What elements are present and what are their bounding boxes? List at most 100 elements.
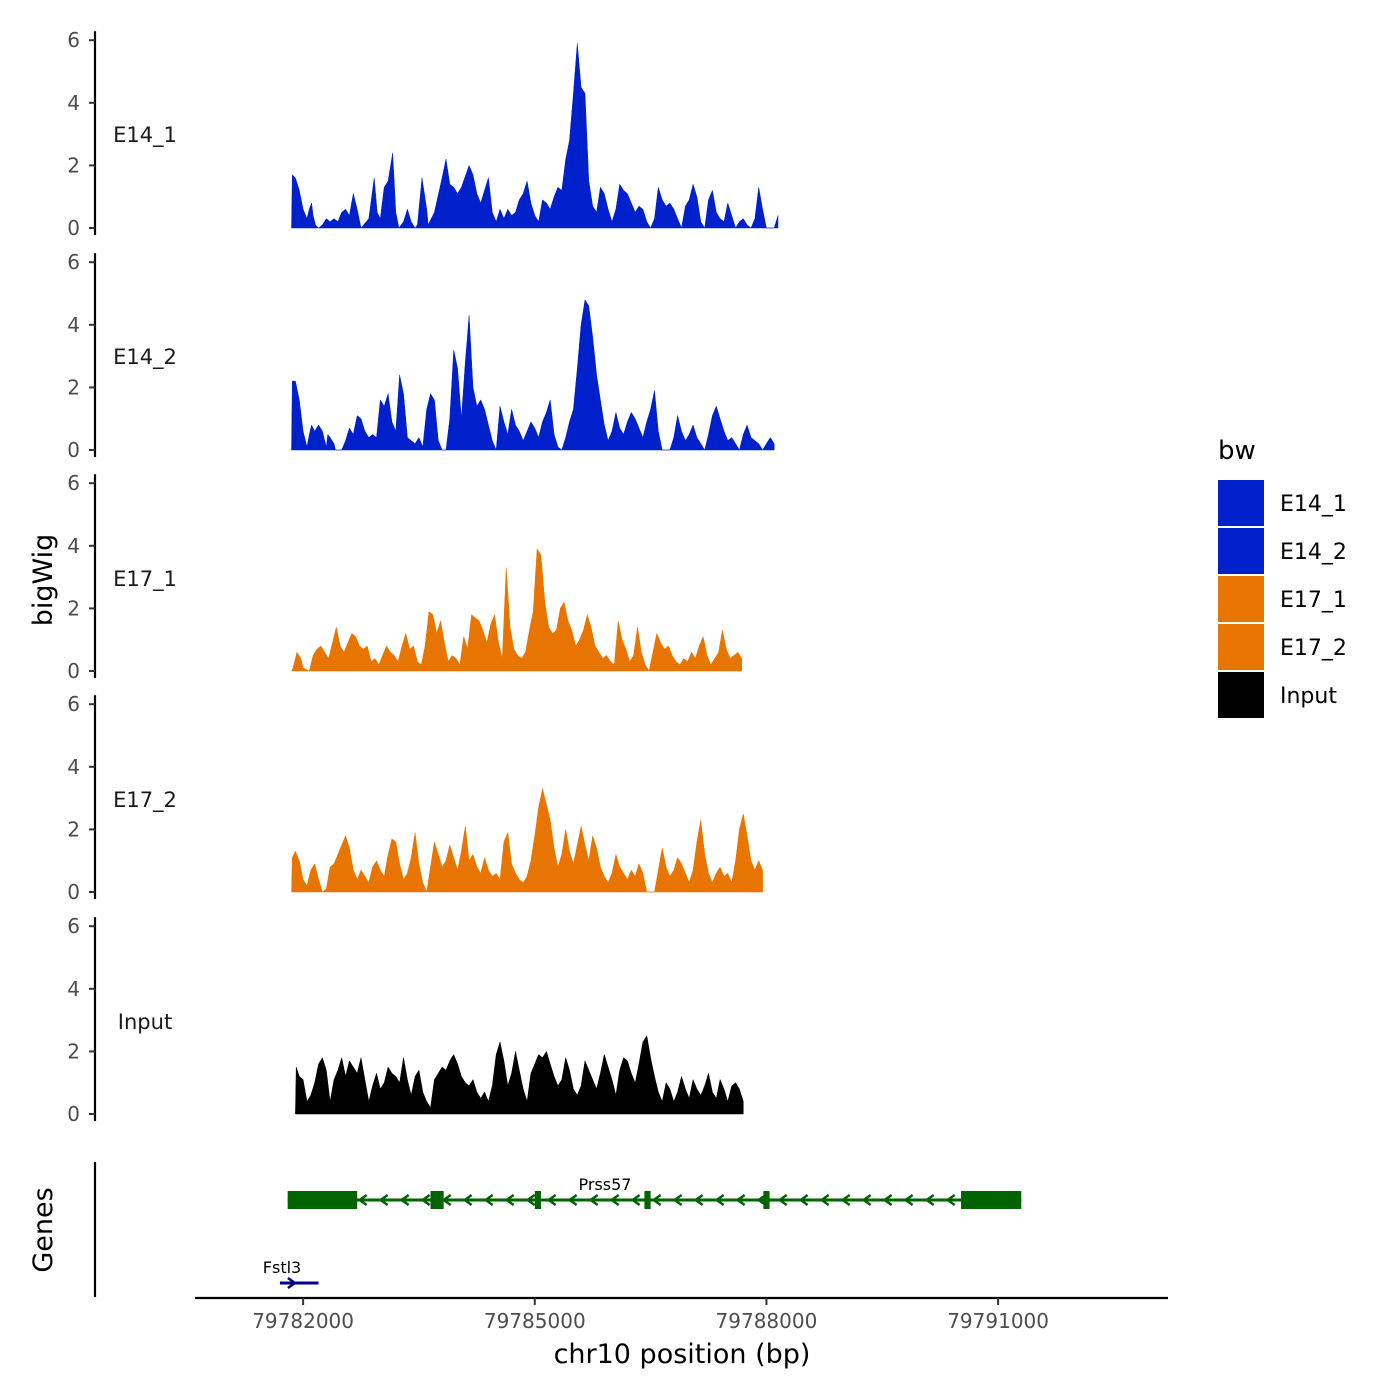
exon (534, 1191, 541, 1209)
coverage-area-e14-2 (291, 299, 775, 451)
y-tick-label: 2 (67, 153, 80, 177)
y-tick-label: 0 (67, 659, 80, 683)
strand-chevron (777, 1193, 788, 1207)
y-tick-label: 6 (67, 692, 80, 716)
x-tick-label: 79785000 (484, 1309, 586, 1333)
strand-chevron (567, 1193, 578, 1207)
y-tick-label: 4 (67, 534, 80, 558)
x-tick-label: 79791000 (947, 1309, 1049, 1333)
y-tick-label: 4 (67, 755, 80, 779)
strand-chevron (735, 1193, 746, 1207)
legend-item: Input (1218, 672, 1337, 718)
x-tick-label: 79782000 (252, 1309, 354, 1333)
strand-chevron (903, 1193, 914, 1207)
legend-label: E14_1 (1280, 492, 1347, 517)
track-e14-1: 0 2 4 6 E14_1 (67, 28, 779, 240)
y-tick-label: 2 (67, 817, 80, 841)
strand-chevron (420, 1193, 431, 1207)
coverage-area-e17-1 (291, 548, 742, 672)
track-e17-2: 0 2 4 6 E17_2 (67, 692, 763, 904)
strand-chevron (861, 1193, 872, 1207)
strand-chevron (378, 1193, 389, 1207)
strand-chevron (504, 1193, 515, 1207)
strand-chevron (756, 1193, 767, 1207)
strand-chevron (840, 1193, 851, 1207)
track-e17-1: 0 2 4 6 E17_1 (67, 471, 742, 683)
y-tick-label: 4 (67, 91, 80, 115)
x-axis-title: chr10 position (bp) (554, 1339, 811, 1370)
gene-prss57: Prss57 (287, 1175, 1022, 1209)
exon (763, 1191, 770, 1209)
strand-chevron (693, 1193, 704, 1207)
strand-chevron (546, 1193, 557, 1207)
strand-chevron (819, 1193, 830, 1207)
strand-chevron (441, 1193, 452, 1207)
legend-item: E14_2 (1218, 528, 1347, 574)
strand-chevron (924, 1193, 935, 1207)
legend-swatch (1218, 672, 1264, 718)
gene-label: Prss57 (579, 1175, 632, 1194)
y-tick-label: 6 (67, 250, 80, 274)
y-tick-label: 0 (67, 438, 80, 462)
exon (961, 1191, 1022, 1209)
y-tick-label: 6 (67, 914, 80, 938)
coverage-area-e17-2 (291, 788, 763, 893)
strand-chevron (588, 1193, 599, 1207)
strand-chevron (483, 1193, 494, 1207)
strand-chevron (798, 1193, 809, 1207)
strand-chevron (672, 1193, 683, 1207)
coverage-area-input (295, 1035, 744, 1115)
y-tick-label: 4 (67, 977, 80, 1001)
y-tick-label: 0 (67, 216, 80, 240)
coverage-area-e14-1 (291, 43, 779, 229)
track-label: Input (118, 1010, 172, 1034)
track-label: E17_2 (113, 788, 177, 813)
genes-axis-title: Genes (28, 1187, 59, 1272)
legend-items: E14_1 E14_2 E17_1 E17_2 Input (1218, 480, 1347, 718)
strand-chevron (630, 1193, 641, 1207)
legend: bw E14_1 E14_2 E17_1 E17_2 Input (1218, 436, 1347, 718)
strand-chevron (714, 1193, 725, 1207)
y-tick-label: 0 (67, 1102, 80, 1126)
legend-title: bw (1218, 436, 1256, 466)
track-label: E14_2 (113, 345, 177, 370)
exon (644, 1191, 651, 1209)
strand-chevron (525, 1193, 536, 1207)
y-tick-label: 2 (67, 1039, 80, 1063)
legend-label: E17_2 (1280, 636, 1347, 661)
gene-label: Fstl3 (263, 1258, 301, 1277)
y-tick-label: 6 (67, 471, 80, 495)
legend-label: Input (1280, 684, 1337, 709)
y-tick-label: 4 (67, 313, 80, 337)
strand-chevron (651, 1193, 662, 1207)
legend-item: E17_2 (1218, 624, 1347, 670)
exon (287, 1191, 358, 1209)
x-axis: 79782000 79785000 79788000 79791000 (195, 1296, 1168, 1333)
y-tick-label: 6 (67, 28, 80, 52)
track-label: E14_1 (113, 123, 177, 148)
strand-chevron (945, 1193, 956, 1207)
legend-swatch (1218, 528, 1264, 574)
y-tick-label: 2 (67, 596, 80, 620)
strand-chevron (399, 1193, 410, 1207)
legend-item: E17_1 (1218, 576, 1347, 622)
y-tick-label: 2 (67, 375, 80, 399)
track-e14-2: 0 2 4 6 E14_2 (67, 250, 775, 462)
legend-swatch (1218, 480, 1264, 526)
legend-label: E17_1 (1280, 588, 1347, 613)
legend-item: E14_1 (1218, 480, 1347, 526)
strand-chevron (287, 1276, 298, 1290)
coverage-tracks: 0 2 4 6 E14_1 0 2 4 6 E14_2 0 2 4 6 E17_1 0 2 4 6 E17_2 0 2 4 6… (67, 28, 779, 1126)
gene-track: Prss57 Fstl3 (93, 1162, 1022, 1297)
y-tick-label: 0 (67, 880, 80, 904)
legend-swatch (1218, 576, 1264, 622)
strand-chevron (609, 1193, 620, 1207)
x-tick-label: 79788000 (716, 1309, 818, 1333)
strand-chevron (357, 1193, 368, 1207)
strand-chevron (462, 1193, 473, 1207)
track-input: 0 2 4 6 Input (67, 914, 744, 1126)
exon (430, 1191, 444, 1209)
y-axis-title: bigWig (28, 534, 59, 627)
legend-label: E14_2 (1280, 540, 1347, 565)
